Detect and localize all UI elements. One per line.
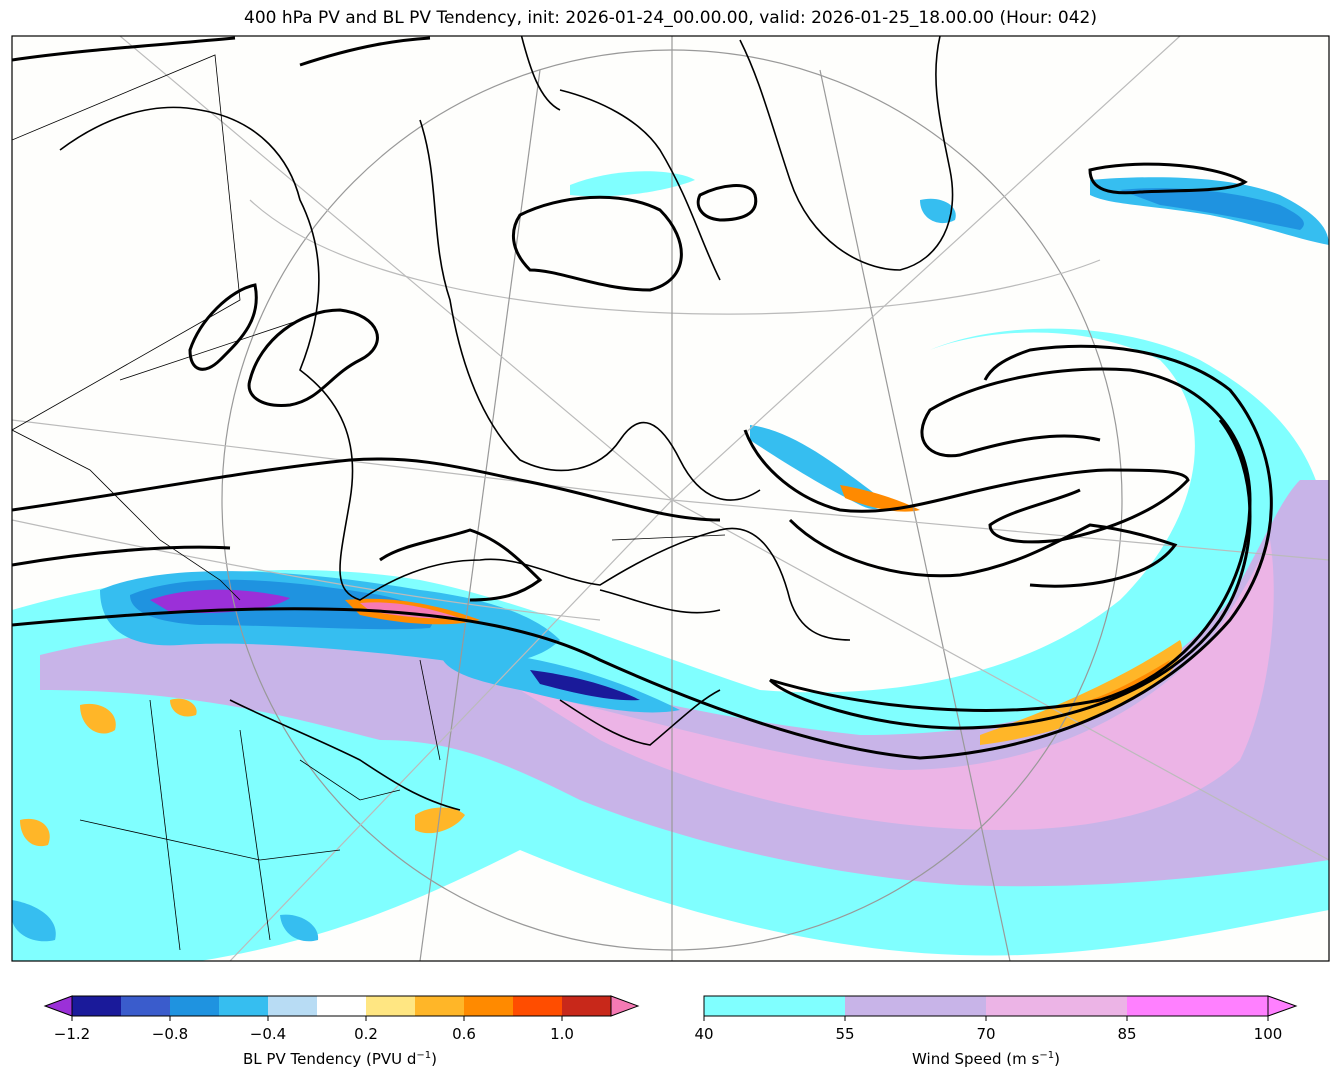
wind-tick-label: 85	[1117, 1025, 1137, 1043]
political-borders	[12, 54, 726, 951]
wind-tick-label: 40	[694, 1025, 714, 1043]
wind-speed-shading	[12, 171, 1329, 961]
chart-title: 400 hPa PV and BL PV Tendency, init: 202…	[244, 8, 1097, 28]
pv-colorbar	[43, 995, 640, 1021]
pv-colorbar-label: BL PV Tendency (PVU d−1)	[242, 1050, 438, 1068]
pv-tick-label: 0.2	[354, 1025, 378, 1043]
wind-tick-label: 100	[1253, 1025, 1283, 1043]
pv-tick-label: −0.4	[249, 1025, 287, 1043]
wind-colorbar-label: Wind Speed (m s−1)	[912, 1050, 1060, 1068]
graticule	[12, 36, 1329, 961]
pv-tick-label: −1.2	[53, 1025, 91, 1043]
pv-tick-label: −0.8	[151, 1025, 189, 1043]
pv-tick-label: 0.6	[452, 1025, 476, 1043]
wind-tick-label: 55	[835, 1025, 855, 1043]
wind-tick-label: 70	[976, 1025, 996, 1043]
pv-tick-label: 1.0	[550, 1025, 574, 1043]
wind-colorbar	[703, 995, 1298, 1021]
coastlines	[59, 36, 954, 811]
pv-400hpa-contours	[12, 36, 1273, 760]
